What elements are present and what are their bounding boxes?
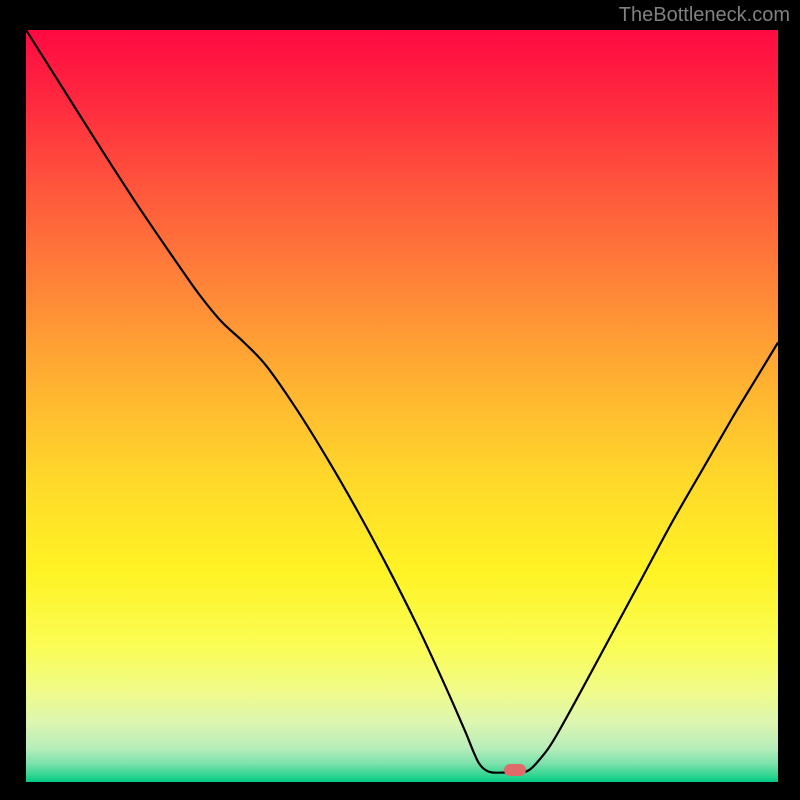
bottleneck-curve — [26, 30, 778, 774]
attribution-text: TheBottleneck.com — [619, 4, 790, 27]
plot-area — [26, 30, 778, 774]
optimal-point-marker — [504, 764, 526, 776]
